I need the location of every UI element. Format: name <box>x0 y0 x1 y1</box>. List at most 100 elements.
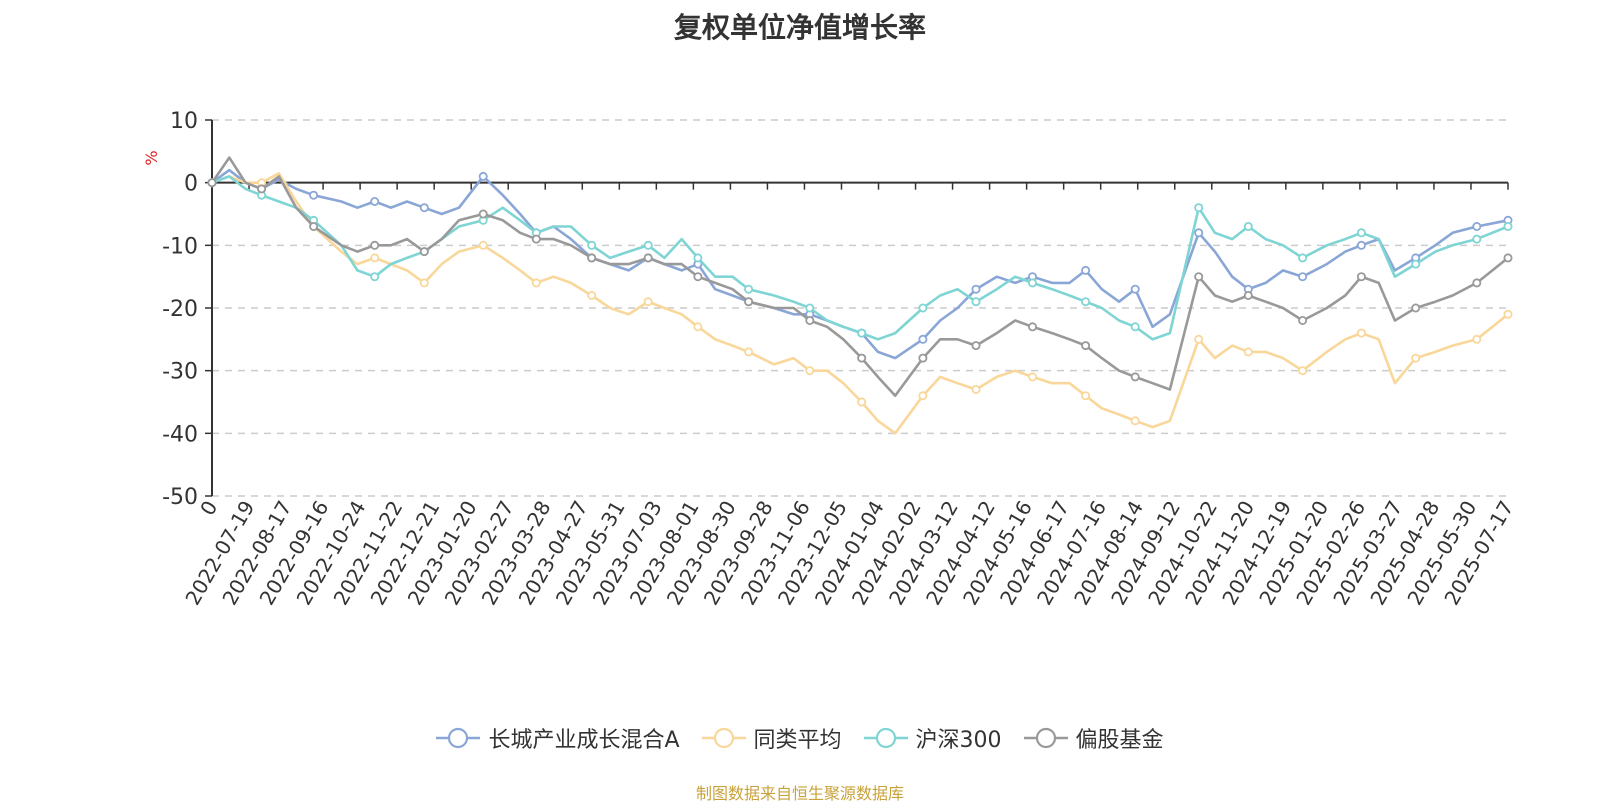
legend-label: 同类平均 <box>753 728 842 753</box>
data-point <box>693 322 703 332</box>
data-point <box>1411 259 1421 269</box>
data-point <box>693 253 703 263</box>
data-point <box>744 347 754 357</box>
data-point <box>805 315 815 325</box>
data-point <box>478 240 488 250</box>
data-point <box>1194 228 1204 238</box>
data-point <box>744 284 754 294</box>
series-line <box>211 172 1509 435</box>
data-point <box>1472 234 1482 244</box>
data-point <box>1298 253 1308 263</box>
data-point <box>1503 253 1513 263</box>
legend-line-circle-icon <box>1023 727 1068 749</box>
legend-line-circle-icon <box>863 727 908 749</box>
data-point <box>918 334 928 344</box>
data-point <box>1243 221 1253 231</box>
data-point <box>1028 278 1038 288</box>
data-point <box>1298 315 1308 325</box>
data-point <box>309 190 319 200</box>
data-point <box>1356 272 1366 282</box>
data-point <box>1081 265 1091 275</box>
data-point <box>1472 221 1482 231</box>
data-point <box>1081 391 1091 401</box>
data-point <box>918 303 928 313</box>
data-point <box>1472 278 1482 288</box>
data-point <box>643 240 653 250</box>
grid-lines <box>212 119 1508 497</box>
data-point <box>587 240 597 250</box>
y-tick-label: 0 <box>184 172 198 197</box>
data-point <box>971 384 981 394</box>
data-point <box>1356 228 1366 238</box>
data-point <box>971 284 981 294</box>
series-1 <box>207 172 1513 435</box>
y-tick-label: -20 <box>162 297 198 322</box>
data-point <box>1130 372 1140 382</box>
y-axis-unit-label: % <box>142 150 161 165</box>
data-point <box>1130 284 1140 294</box>
data-point <box>1503 309 1513 319</box>
data-point <box>1356 328 1366 338</box>
y-tick-label: -50 <box>162 485 198 510</box>
data-point <box>257 184 267 194</box>
y-tick-label: 10 <box>170 109 198 134</box>
data-point <box>693 272 703 282</box>
data-point <box>744 297 754 307</box>
series-3 <box>207 156 1513 397</box>
data-point <box>370 253 380 263</box>
data-point <box>1411 303 1421 313</box>
legend-item[interactable]: 长城产业成长混合A <box>436 722 680 754</box>
data-point <box>1503 221 1513 231</box>
y-tick-label: -10 <box>162 234 198 259</box>
data-point <box>587 290 597 300</box>
data-point <box>370 272 380 282</box>
data-point <box>531 278 541 288</box>
data-point <box>1243 290 1253 300</box>
y-tick-label: -30 <box>162 360 198 385</box>
data-point <box>918 353 928 363</box>
data-point <box>1194 203 1204 213</box>
data-point <box>309 221 319 231</box>
data-point <box>805 303 815 313</box>
data-point <box>805 366 815 376</box>
legend-item[interactable]: 偏股基金 <box>1023 722 1164 754</box>
data-point <box>1081 341 1091 351</box>
data-point <box>857 353 867 363</box>
legend-line-circle-icon <box>701 727 746 749</box>
data-point <box>857 397 867 407</box>
legend-line-circle-icon <box>436 727 481 749</box>
data-point <box>1028 322 1038 332</box>
data-point <box>1298 366 1308 376</box>
data-point <box>531 234 541 244</box>
data-point <box>857 328 867 338</box>
legend-label: 偏股基金 <box>1075 728 1164 753</box>
data-point <box>1194 272 1204 282</box>
legend-item[interactable]: 沪深300 <box>863 722 1002 754</box>
data-point <box>478 171 488 181</box>
data-point <box>587 253 597 263</box>
data-point <box>918 391 928 401</box>
data-point <box>643 253 653 263</box>
legend-item[interactable]: 同类平均 <box>701 722 842 754</box>
data-point <box>1130 416 1140 426</box>
legend-label: 沪深300 <box>915 728 1002 753</box>
data-point <box>419 278 429 288</box>
series-line <box>211 175 1509 341</box>
series-lines <box>207 156 1513 435</box>
data-point <box>419 203 429 213</box>
y-tick-label: -40 <box>162 422 198 447</box>
data-point <box>478 209 488 219</box>
data-point <box>419 247 429 257</box>
data-point <box>971 297 981 307</box>
series-line <box>210 156 1509 397</box>
data-point <box>370 196 380 206</box>
chart-title: 复权单位净值增长率 <box>673 11 926 44</box>
data-point <box>1081 297 1091 307</box>
data-point <box>643 297 653 307</box>
legend-label: 长城产业成长混合A <box>488 728 680 753</box>
data-point <box>1411 353 1421 363</box>
data-point <box>1243 347 1253 357</box>
data-point <box>1028 372 1038 382</box>
axis-labels: 100-10-20-30-40-50%02022-07-192022-08-17… <box>142 109 1518 609</box>
